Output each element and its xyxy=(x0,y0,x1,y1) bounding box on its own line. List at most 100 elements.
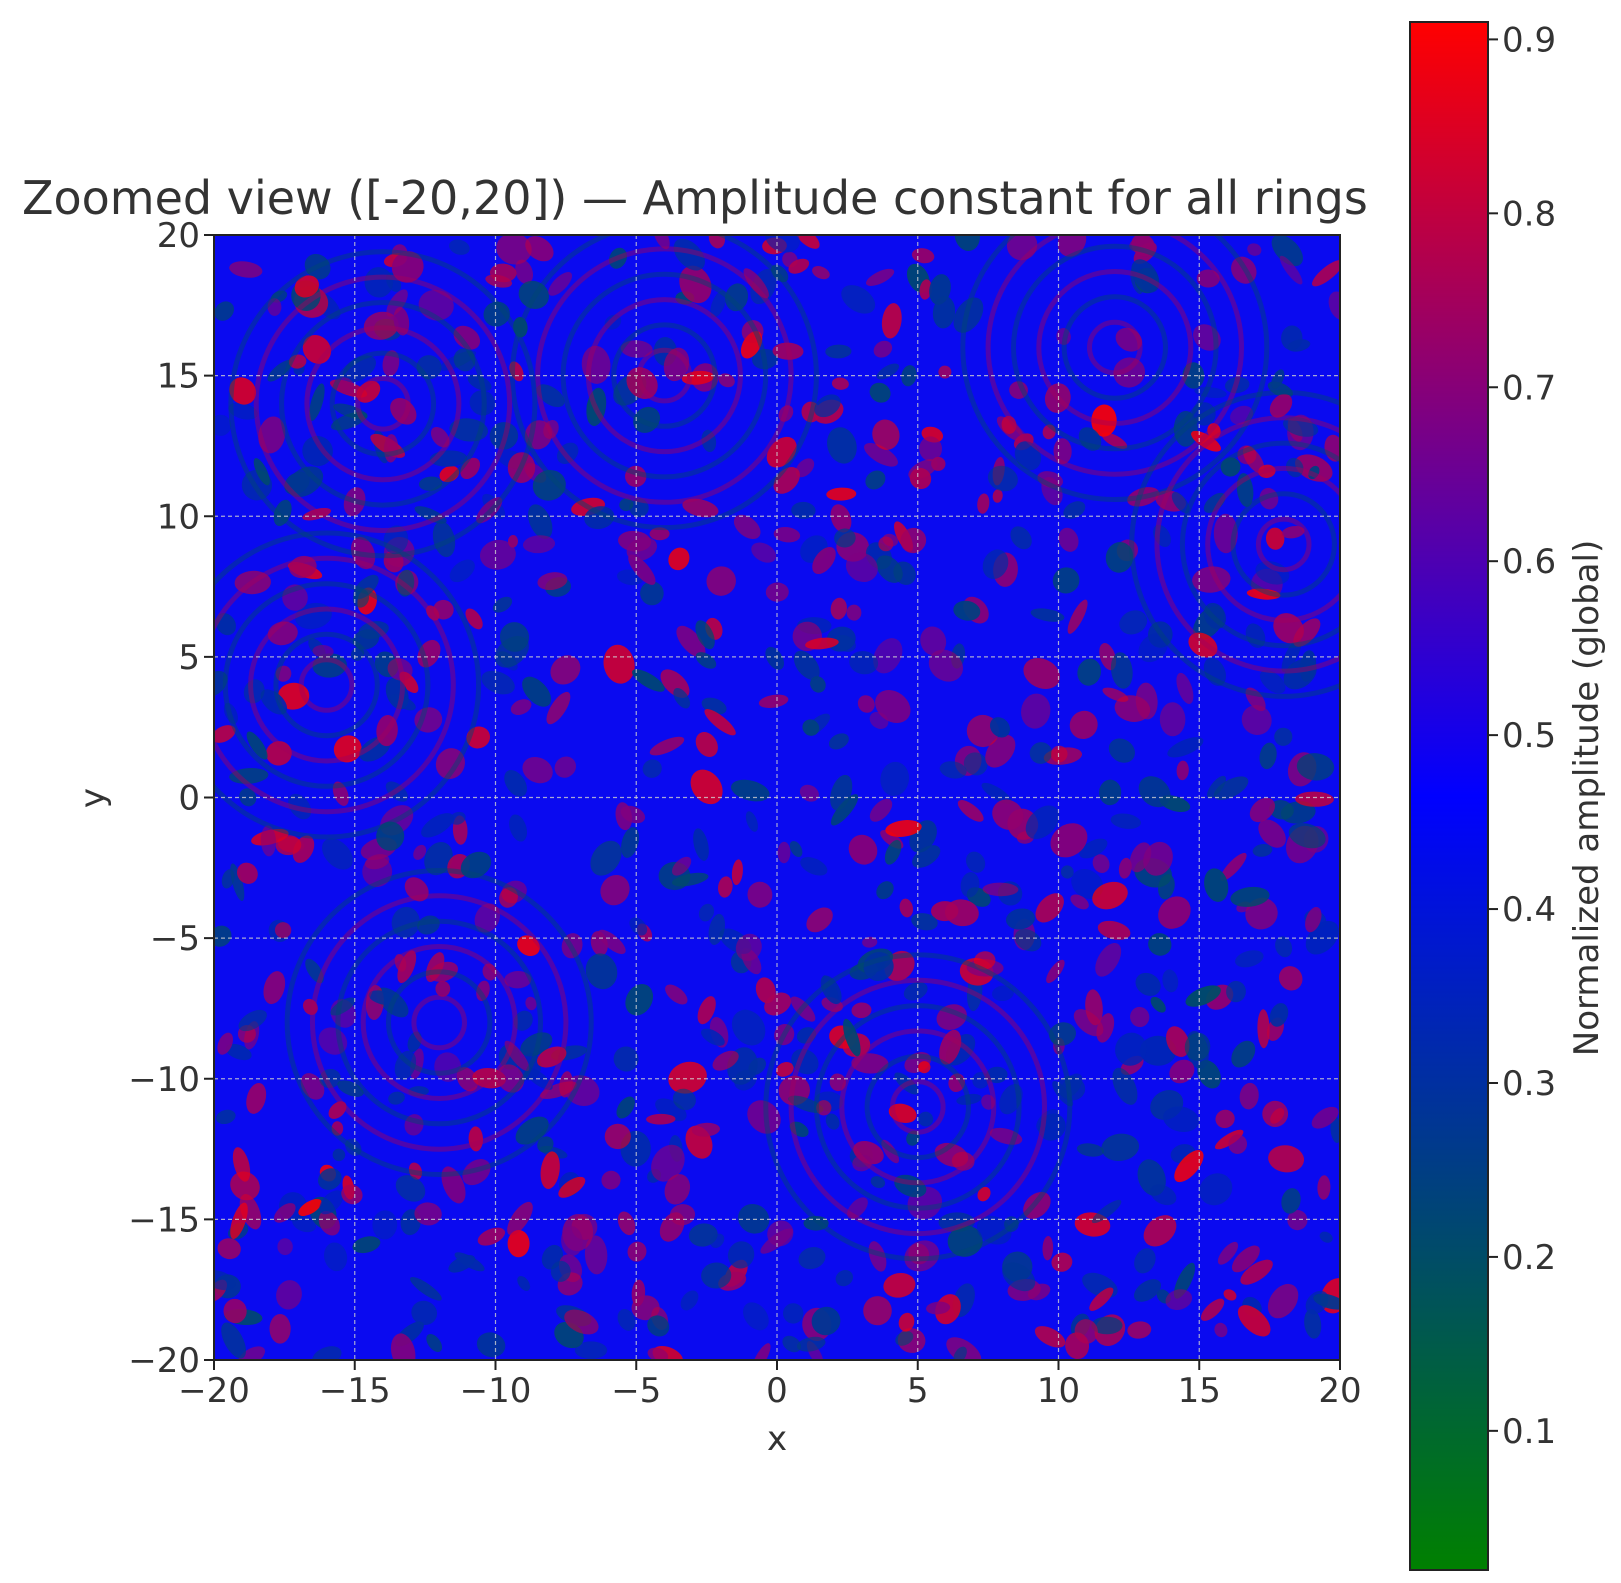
heatmap-cell xyxy=(550,1260,571,1282)
heatmap-cell xyxy=(1101,432,1128,449)
y-tick-label: 20 xyxy=(157,216,200,256)
heatmap-cell xyxy=(426,1333,443,1353)
heatmap-cell xyxy=(228,402,258,420)
heatmap-cell xyxy=(1127,487,1160,507)
colorbar-tick-label: 0.7 xyxy=(1502,368,1556,408)
heatmap-cell xyxy=(1193,324,1221,351)
heatmap-cell xyxy=(1268,1145,1305,1173)
heatmap-cell xyxy=(522,535,556,554)
heatmap-cell xyxy=(518,280,549,309)
heatmap-cell xyxy=(288,354,307,369)
heatmap-cell xyxy=(429,450,468,467)
heatmap-cell xyxy=(619,498,634,511)
heatmap-cell xyxy=(989,717,1011,738)
heatmap-cell xyxy=(919,436,943,462)
y-tick-label: 5 xyxy=(178,638,200,678)
heatmap-cell xyxy=(1203,492,1226,513)
heatmap-cell xyxy=(834,528,856,548)
heatmap-cell xyxy=(830,774,853,811)
heatmap-cell xyxy=(467,374,492,391)
heatmap-cell xyxy=(1311,1106,1339,1129)
heatmap-cell xyxy=(894,1072,919,1095)
heatmap-cell xyxy=(693,828,709,861)
heatmap-cell xyxy=(424,841,453,876)
heatmap-cell xyxy=(604,314,622,330)
heatmap-cell xyxy=(616,1096,635,1119)
heatmap-cell xyxy=(1023,658,1061,689)
heatmap-cell xyxy=(1204,868,1229,902)
heatmap-cell xyxy=(1167,737,1204,758)
heatmap-cell xyxy=(1091,1199,1122,1224)
heatmap-cell xyxy=(1184,1032,1211,1061)
heatmap-cell xyxy=(1293,618,1321,647)
heatmap-cell xyxy=(812,266,830,280)
ring xyxy=(1129,389,1340,699)
heatmap-cell xyxy=(948,1073,966,1093)
heatmap-cell xyxy=(376,715,398,747)
heatmap-cell xyxy=(1194,386,1227,399)
heatmap-cell xyxy=(481,670,515,695)
ring xyxy=(411,994,468,1051)
heatmap-cell xyxy=(586,387,607,427)
heatmap-cell xyxy=(1203,657,1227,686)
heatmap-cell xyxy=(866,268,895,286)
ring xyxy=(304,325,462,483)
ring xyxy=(222,581,431,789)
heatmap-cell xyxy=(411,1300,438,1326)
heatmap-cell xyxy=(812,546,836,575)
heatmap-cell xyxy=(1283,658,1317,690)
heatmap-cell xyxy=(302,435,333,467)
heatmap-cell xyxy=(414,707,443,733)
heatmap-cell xyxy=(627,1241,647,1262)
heatmap-cell xyxy=(1030,608,1065,622)
ring xyxy=(1230,491,1337,598)
heatmap-cell xyxy=(947,1225,983,1257)
heatmap-cell xyxy=(625,983,654,1016)
heatmap-cell xyxy=(1051,1252,1073,1272)
heatmap-cell xyxy=(469,390,496,416)
heatmap-cell xyxy=(1214,1322,1228,1338)
heatmap-cell xyxy=(782,1303,804,1324)
heatmap-cell xyxy=(1134,1279,1161,1302)
heatmap-cell xyxy=(731,859,743,886)
heatmap-cell xyxy=(735,933,762,962)
heatmap-cell xyxy=(391,906,420,938)
heatmap-cell xyxy=(453,325,481,350)
heatmap-cell xyxy=(1153,524,1171,548)
heatmap-cell xyxy=(465,608,483,630)
heatmap-cell xyxy=(1058,527,1079,552)
heatmap-cell xyxy=(1224,376,1250,394)
heatmap-cell xyxy=(791,1048,819,1075)
heatmap-cell xyxy=(1241,704,1272,736)
heatmap-cell xyxy=(1063,501,1086,519)
heatmap-cell xyxy=(900,527,927,554)
heatmap-cell xyxy=(725,283,749,312)
heatmap-cell xyxy=(1162,969,1179,993)
heatmap-cell xyxy=(906,1130,920,1146)
heatmap-cell xyxy=(671,856,692,876)
heatmap-cell xyxy=(476,980,490,1002)
heatmap-cell xyxy=(517,1275,531,1291)
heatmap-cell xyxy=(305,958,324,984)
heatmap-cell xyxy=(731,1009,766,1046)
heatmap-cell xyxy=(558,1176,586,1198)
heatmap-cell xyxy=(298,1198,322,1217)
heatmap-cell xyxy=(1259,487,1279,510)
heatmap-cell xyxy=(1230,405,1254,425)
heatmap-cell xyxy=(1213,513,1238,554)
heatmap-cell xyxy=(1010,526,1032,550)
heatmap-cell xyxy=(701,1262,732,1289)
ring xyxy=(386,969,493,1076)
heatmap-cell xyxy=(1014,441,1042,471)
heatmap-cell xyxy=(881,1139,900,1164)
heatmap-cell xyxy=(1092,881,1128,910)
ring xyxy=(985,235,1244,477)
heatmap-cell xyxy=(387,658,413,681)
heatmap-cell xyxy=(796,1336,826,1352)
ring xyxy=(355,376,411,432)
heatmap-cell xyxy=(1199,1173,1233,1206)
heatmap-cell xyxy=(649,736,685,756)
colorbar-tick-label: 0.5 xyxy=(1502,716,1556,756)
heatmap-cell xyxy=(294,275,319,298)
heatmap-cell xyxy=(408,1086,429,1097)
